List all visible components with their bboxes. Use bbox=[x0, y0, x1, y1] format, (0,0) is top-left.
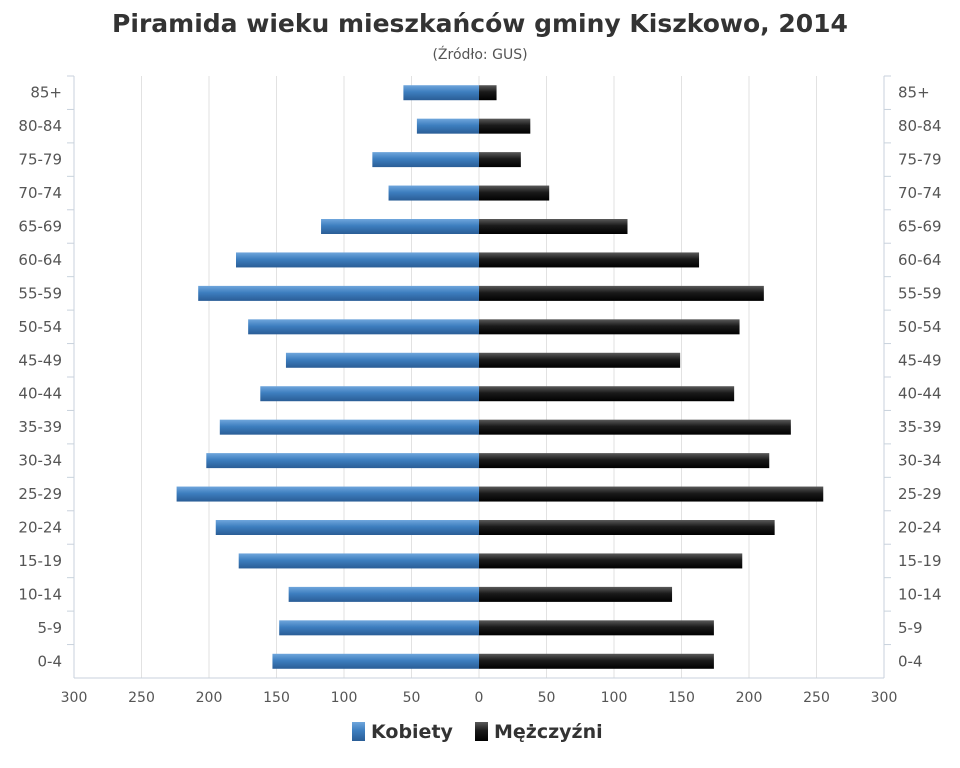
category-label-right: 30-34 bbox=[898, 452, 942, 470]
category-label-right: 10-14 bbox=[898, 585, 942, 603]
bar-kobiety bbox=[279, 620, 479, 636]
category-label-left: 15-19 bbox=[18, 552, 62, 570]
category-label-right: 35-39 bbox=[898, 418, 942, 436]
category-label-right: 0-4 bbox=[898, 652, 923, 670]
category-label-right: 50-54 bbox=[898, 318, 942, 336]
bar-kobiety bbox=[238, 553, 479, 569]
x-tick-label: 100 bbox=[331, 690, 358, 706]
bar-mezczyzni bbox=[479, 352, 681, 368]
category-label-right: 85+ bbox=[898, 84, 930, 102]
bar-kobiety bbox=[260, 386, 479, 402]
axes bbox=[67, 75, 891, 679]
category-label-left: 10-14 bbox=[18, 585, 62, 603]
bar-kobiety bbox=[388, 185, 479, 201]
bar-mezczyzni bbox=[479, 85, 497, 101]
x-tick-label: 50 bbox=[538, 690, 556, 706]
chart-title: Piramida wieku mieszkańców gminy Kiszkow… bbox=[112, 9, 848, 38]
category-label-right: 55-59 bbox=[898, 284, 942, 302]
bar-mezczyzni bbox=[479, 118, 531, 134]
category-label-right: 40-44 bbox=[898, 385, 942, 403]
bar-mezczyzni bbox=[479, 453, 770, 469]
category-label-left: 45-49 bbox=[18, 351, 62, 369]
bar-mezczyzni bbox=[479, 553, 743, 569]
bar-mezczyzni bbox=[479, 285, 764, 301]
bar-kobiety bbox=[403, 85, 479, 101]
x-tick-label: 250 bbox=[128, 690, 155, 706]
bar-mezczyzni bbox=[479, 419, 791, 435]
x-tick-label: 250 bbox=[803, 690, 830, 706]
category-label-right: 70-74 bbox=[898, 184, 942, 202]
bar-kobiety bbox=[416, 118, 479, 134]
x-tick-label: 0 bbox=[475, 690, 484, 706]
x-tick-label: 200 bbox=[196, 690, 223, 706]
bar-mezczyzni bbox=[479, 219, 628, 234]
category-label-left: 50-54 bbox=[18, 318, 62, 336]
category-label-left: 80-84 bbox=[18, 117, 62, 135]
bar-kobiety bbox=[176, 486, 479, 502]
bar-mezczyzni bbox=[479, 319, 740, 335]
category-label-right: 25-29 bbox=[898, 485, 942, 503]
x-tick-label: 200 bbox=[736, 690, 763, 706]
category-label-left: 65-69 bbox=[18, 218, 62, 236]
bar-kobiety bbox=[272, 653, 479, 669]
bars bbox=[176, 85, 824, 669]
bar-mezczyzni bbox=[479, 252, 700, 268]
category-label-left: 35-39 bbox=[18, 418, 62, 436]
category-label-left: 0-4 bbox=[38, 652, 63, 670]
category-label-left: 75-79 bbox=[18, 151, 62, 169]
category-label-left: 85+ bbox=[30, 84, 62, 102]
bar-mezczyzni bbox=[479, 152, 521, 168]
category-label-right: 15-19 bbox=[898, 552, 942, 570]
bar-kobiety bbox=[198, 285, 479, 301]
x-tick-label: 50 bbox=[403, 690, 421, 706]
bar-kobiety bbox=[206, 453, 480, 469]
bar-kobiety bbox=[288, 586, 479, 602]
category-label-left: 40-44 bbox=[18, 385, 62, 403]
category-label-left: 55-59 bbox=[18, 284, 62, 302]
bar-mezczyzni bbox=[479, 586, 673, 602]
category-label-right: 20-24 bbox=[898, 519, 942, 537]
chart-subtitle: (Źródło: GUS) bbox=[432, 45, 527, 63]
bar-kobiety bbox=[285, 352, 479, 368]
category-label-right: 45-49 bbox=[898, 351, 942, 369]
bar-mezczyzni bbox=[479, 486, 824, 502]
category-label-left: 70-74 bbox=[18, 184, 62, 202]
category-label-left: 5-9 bbox=[38, 619, 63, 637]
bar-kobiety bbox=[236, 252, 479, 268]
bar-mezczyzni bbox=[479, 386, 735, 402]
bar-kobiety bbox=[215, 520, 479, 535]
legend-label: Kobiety bbox=[371, 721, 454, 743]
category-label-left: 25-29 bbox=[18, 485, 62, 503]
category-label-right: 5-9 bbox=[898, 619, 923, 637]
x-tick-labels: 300 250 200 150 100 50 0 50 100 150 200 250 300 bbox=[61, 690, 898, 706]
category-label-right: 75-79 bbox=[898, 151, 942, 169]
category-label-right: 60-64 bbox=[898, 251, 942, 269]
bar-kobiety bbox=[372, 152, 479, 168]
x-tick-label: 300 bbox=[61, 690, 88, 706]
x-tick-label: 100 bbox=[601, 690, 628, 706]
bar-mezczyzni bbox=[479, 653, 714, 669]
category-label-left: 20-24 bbox=[18, 519, 62, 537]
bar-kobiety bbox=[219, 419, 480, 435]
x-tick-label: 150 bbox=[668, 690, 695, 706]
category-label-left: 60-64 bbox=[18, 251, 62, 269]
category-label-right: 80-84 bbox=[898, 117, 942, 135]
bar-mezczyzni bbox=[479, 620, 714, 636]
bar-mezczyzni bbox=[479, 520, 775, 535]
legend-swatch bbox=[352, 722, 365, 741]
legend: Kobiety Mężczyźni bbox=[352, 721, 603, 743]
bar-kobiety bbox=[321, 219, 479, 234]
category-labels: 85+ 85+ 80-84 80-84 75-79 75-79 70-74 70-74 65-6… bbox=[18, 84, 941, 671]
legend-label: Mężczyźni bbox=[494, 721, 603, 743]
x-tick-label: 150 bbox=[263, 690, 290, 706]
category-label-left: 30-34 bbox=[18, 452, 62, 470]
legend-swatch bbox=[475, 722, 488, 741]
x-tick-label: 300 bbox=[871, 690, 898, 706]
category-label-right: 65-69 bbox=[898, 218, 942, 236]
bar-mezczyzni bbox=[479, 185, 550, 201]
bar-kobiety bbox=[248, 319, 479, 335]
